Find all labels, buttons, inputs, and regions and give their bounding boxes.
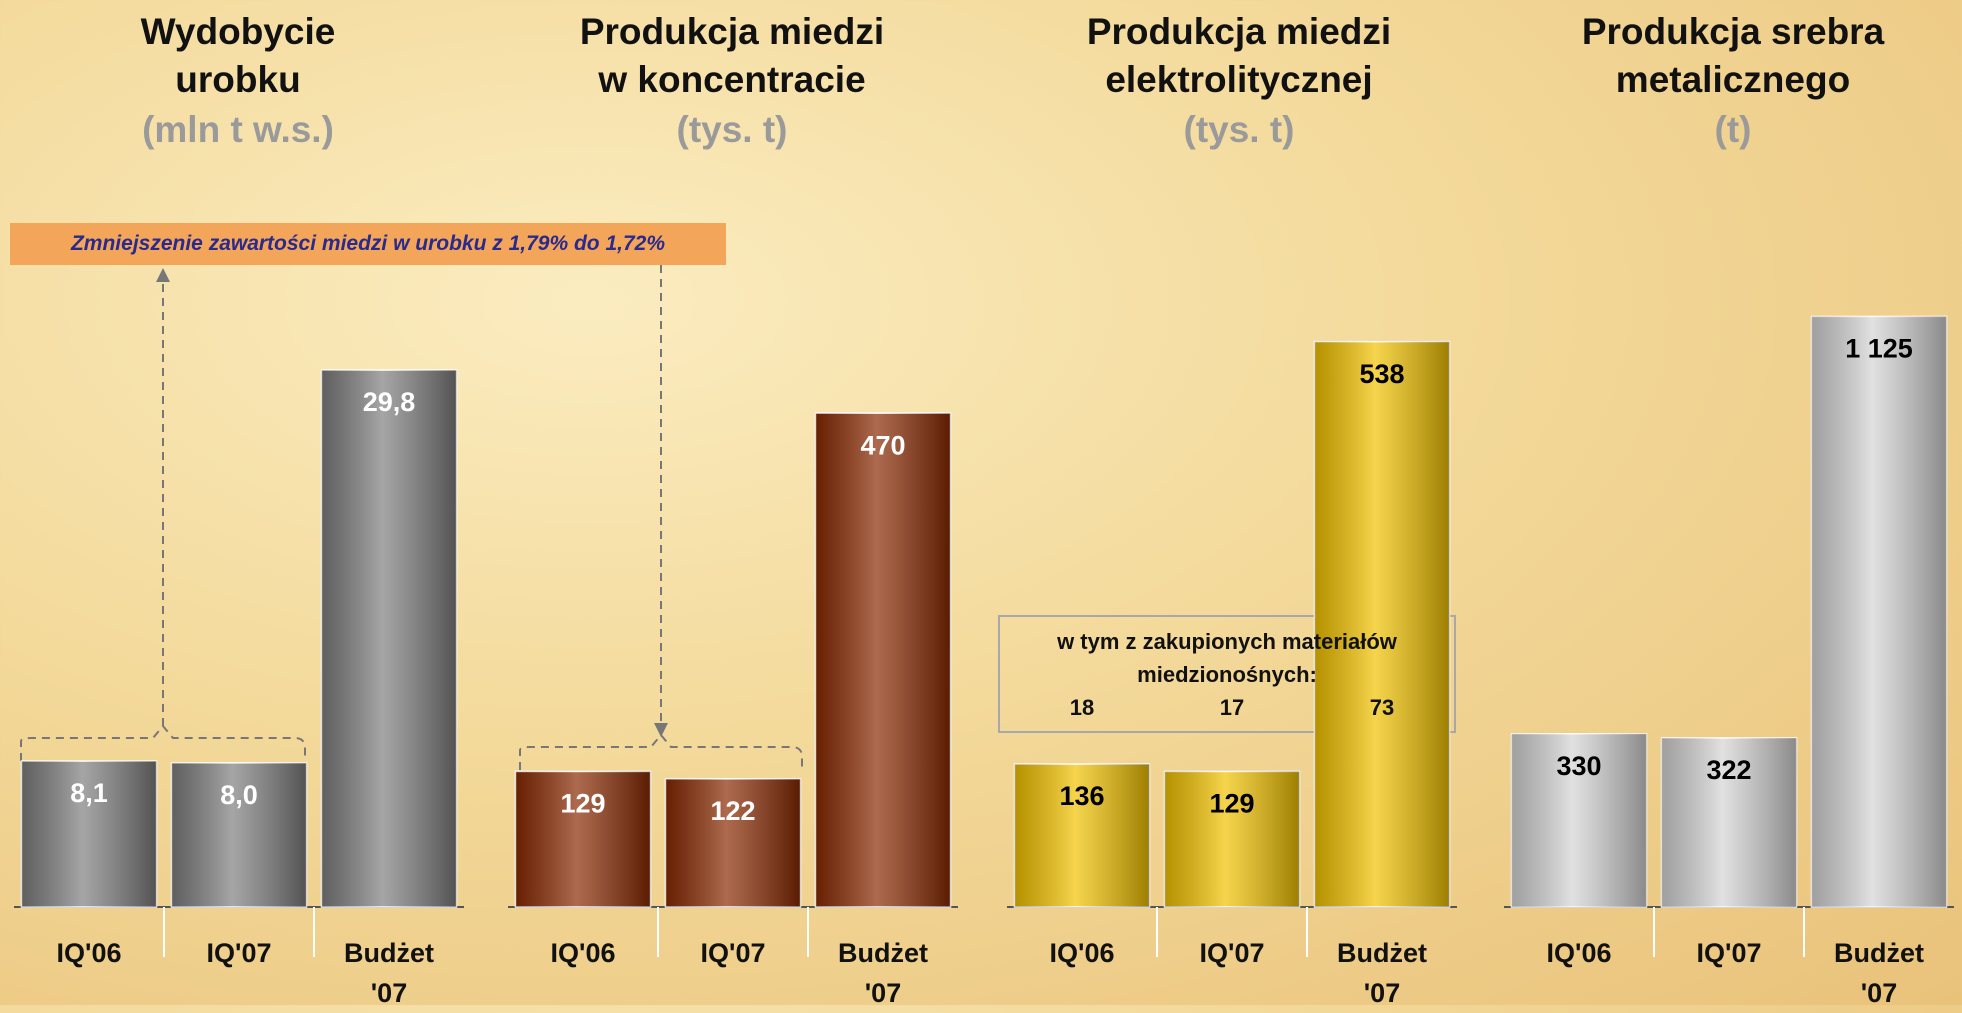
- x-tick-label: IQ'07: [1696, 938, 1762, 968]
- value-label: 136: [1059, 781, 1104, 811]
- bar-shine: [171, 762, 307, 907]
- value-label: 322: [1706, 755, 1751, 785]
- value-label: 29,8: [363, 387, 416, 417]
- bar-shine: [1811, 316, 1947, 907]
- bar-shine: [665, 778, 801, 907]
- bar-shine: [515, 771, 651, 907]
- unit-label: (t): [1714, 109, 1752, 150]
- chart-title: urobku: [175, 59, 301, 100]
- x-tick-label: Budżet '07: [1834, 938, 1924, 1008]
- note-value: 18: [1070, 695, 1094, 720]
- chart-title: Wydobycie: [140, 11, 336, 52]
- x-tick-label: Budżet '07: [1337, 938, 1427, 1008]
- note-box: [998, 615, 1456, 733]
- unit-label: (mln t w.s.): [142, 109, 334, 150]
- x-tick-label: IQ'06: [1049, 938, 1115, 968]
- bar-shine: [21, 761, 157, 907]
- bar-shine: [1661, 737, 1797, 907]
- annotation: Zmniejszenie zawartości miedzi w urobku …: [10, 223, 726, 265]
- chart-title: Produkcja miedzi: [1086, 11, 1392, 52]
- note-value: 17: [1220, 695, 1244, 720]
- x-tick-label: IQ'06: [550, 938, 616, 968]
- value-label: 8,0: [220, 780, 258, 810]
- value-label: 129: [560, 789, 605, 819]
- bar-shine: [321, 370, 457, 907]
- x-tick-label: IQ'07: [700, 938, 766, 968]
- value-label: 8,1: [70, 778, 108, 808]
- chart-title: w koncentracie: [598, 59, 866, 100]
- value-label: 330: [1556, 751, 1601, 781]
- x-tick-label: Budżet '07: [838, 938, 928, 1008]
- chart-title: Produkcja srebra: [1581, 11, 1885, 52]
- x-tick-label: IQ'07: [1199, 938, 1265, 968]
- value-label: 470: [860, 430, 905, 460]
- brackets: [20, 265, 803, 770]
- x-tick-label: IQ'07: [206, 938, 272, 968]
- value-label: 122: [710, 796, 755, 826]
- unit-label: (tys. t): [676, 109, 788, 150]
- note-value: 73: [1370, 695, 1394, 720]
- x-tick-label: Budżet '07: [344, 938, 434, 1008]
- bar-shine: [1511, 733, 1647, 907]
- chart-title: Produkcja miedzi: [579, 11, 885, 52]
- chart-title: metalicznego: [1615, 59, 1851, 100]
- note-text: w tym z zakupionych materiałów: [1056, 629, 1398, 654]
- bar-shine: [1314, 341, 1450, 907]
- note-text: miedzionośnych:: [1137, 662, 1317, 687]
- value-label: 129: [1209, 789, 1254, 819]
- bar-shine: [1014, 764, 1150, 907]
- x-tick-label: IQ'06: [1546, 938, 1612, 968]
- value-label: 538: [1359, 359, 1404, 389]
- bar-shine: [815, 413, 951, 907]
- value-label: 1 125: [1845, 334, 1913, 364]
- chart-title: elektrolitycznej: [1105, 59, 1373, 100]
- x-tick-label: IQ'06: [56, 938, 122, 968]
- unit-label: (tys. t): [1183, 109, 1295, 150]
- bar-shine: [1164, 771, 1300, 907]
